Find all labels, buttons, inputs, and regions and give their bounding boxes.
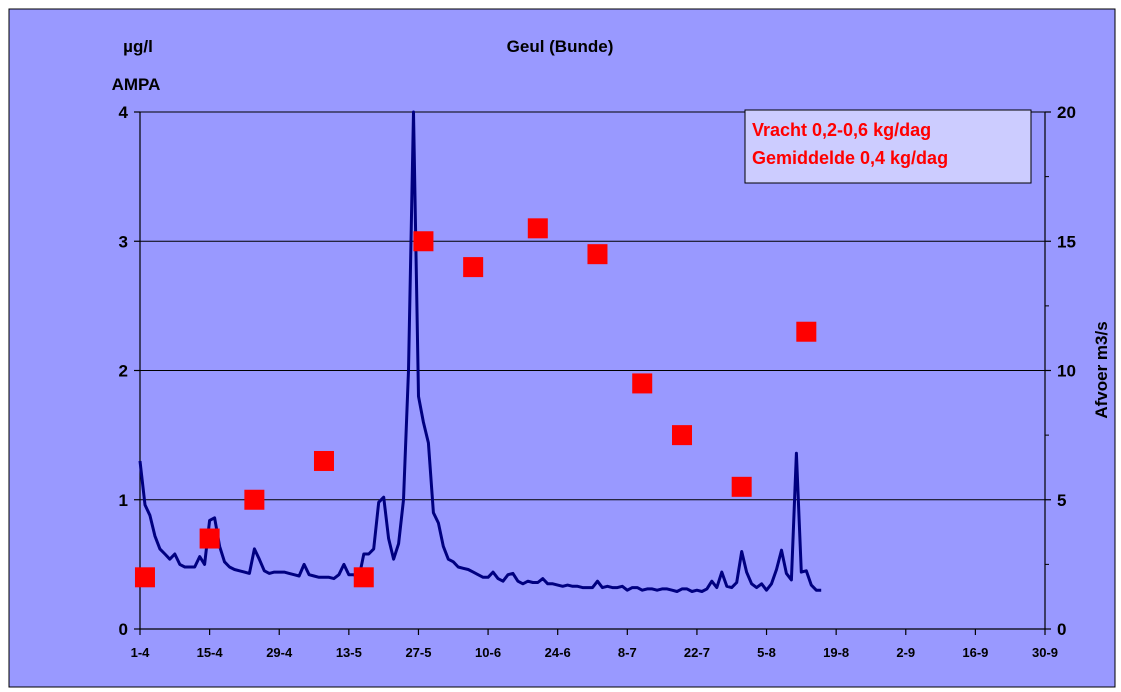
data-point-marker bbox=[413, 231, 434, 252]
ticks: 0 1 2 3 4 0 5 10 15 20 1-4 15-4 29-4 13-5 27-5 10-6 24-6… bbox=[119, 103, 1076, 660]
left-tick-label: 1 bbox=[119, 491, 128, 510]
data-point-marker bbox=[134, 567, 155, 588]
x-tick-label: 15-4 bbox=[197, 645, 224, 660]
data-point-marker bbox=[731, 476, 752, 497]
x-tick-label: 1-4 bbox=[131, 645, 151, 660]
data-point-marker bbox=[632, 373, 653, 394]
x-tick-label: 24-6 bbox=[545, 645, 571, 660]
x-tick-label: 30-9 bbox=[1032, 645, 1058, 660]
legend-line-2: Gemiddelde 0,4 kg/dag bbox=[752, 148, 948, 168]
gridlines bbox=[140, 111, 1045, 501]
left-tick-label: 4 bbox=[119, 103, 129, 122]
x-tick-label: 13-5 bbox=[336, 645, 362, 660]
right-axis-label: Afvoer m3/s bbox=[1092, 321, 1111, 418]
data-point-marker bbox=[313, 450, 334, 471]
data-point-marker bbox=[199, 528, 220, 549]
data-point-marker bbox=[796, 321, 817, 342]
legend-box bbox=[744, 109, 1032, 184]
data-point-marker bbox=[463, 257, 484, 278]
left-tick-label: 3 bbox=[119, 232, 128, 251]
left-axis-unit: µg/l bbox=[123, 37, 153, 56]
x-tick-label: 8-7 bbox=[618, 645, 637, 660]
x-tick-label: 19-8 bbox=[823, 645, 849, 660]
x-tick-label: 5-8 bbox=[757, 645, 776, 660]
left-tick-label: 0 bbox=[119, 620, 128, 639]
data-point-marker bbox=[587, 244, 608, 265]
right-tick-label: 0 bbox=[1057, 620, 1066, 639]
ampa-series bbox=[134, 218, 817, 588]
data-point-marker bbox=[244, 489, 265, 510]
discharge-series bbox=[138, 110, 822, 593]
chart-title: Geul (Bunde) bbox=[507, 37, 614, 56]
right-tick-label: 20 bbox=[1057, 103, 1076, 122]
right-tick-label: 10 bbox=[1057, 362, 1076, 381]
right-tick-label: 15 bbox=[1057, 232, 1076, 251]
x-tick-label: 16-9 bbox=[962, 645, 988, 660]
x-tick-label: 2-9 bbox=[896, 645, 915, 660]
right-tick-label: 5 bbox=[1057, 491, 1066, 510]
data-point-marker bbox=[672, 425, 693, 446]
x-tick-label: 10-6 bbox=[475, 645, 501, 660]
x-tick-label: 22-7 bbox=[684, 645, 710, 660]
x-tick-label: 29-4 bbox=[266, 645, 293, 660]
legend-line-1: Vracht 0,2-0,6 kg/dag bbox=[752, 120, 931, 140]
data-point-marker bbox=[353, 567, 374, 588]
left-tick-label: 2 bbox=[119, 362, 128, 381]
discharge-line bbox=[138, 110, 822, 593]
x-tick-label: 27-5 bbox=[405, 645, 431, 660]
legend: Vracht 0,2-0,6 kg/dag Gemiddelde 0,4 kg/… bbox=[744, 109, 1032, 184]
data-point-marker bbox=[527, 218, 548, 239]
left-axis-label: AMPA bbox=[112, 75, 161, 94]
